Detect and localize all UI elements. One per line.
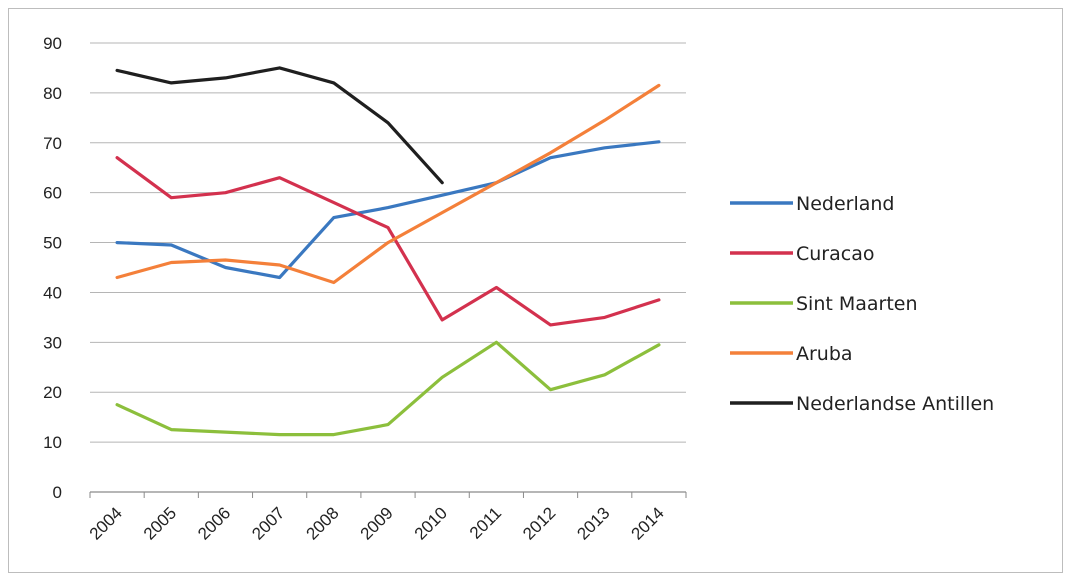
y-tick-label: 70 [43, 134, 62, 153]
y-tick-label: 60 [43, 184, 62, 203]
x-tick-label: 2006 [194, 503, 234, 543]
x-tick-label: 2005 [140, 503, 180, 543]
y-tick-label: 90 [43, 34, 62, 53]
x-tick-label: 2013 [573, 503, 613, 543]
x-tick-label: 2008 [302, 503, 342, 543]
axes: 0 10 20 30 40 50 60 70 80 90 2004 2005 2006 2007 2008 2… [43, 34, 687, 544]
legend: Nederland Curacao Sint Maarten Aruba Nederla… [730, 193, 994, 415]
y-tick-label: 30 [43, 333, 62, 352]
gridlines [90, 42, 686, 443]
legend-label: Sint Maarten [796, 293, 918, 315]
x-tick-label: 2009 [357, 503, 397, 543]
legend-label: Nederlandse Antillen [796, 393, 994, 415]
x-tick-label: 2010 [411, 503, 451, 543]
series-line-aruba [115, 83, 661, 285]
x-tick-label: 2007 [248, 503, 288, 543]
y-tick-label: 0 [53, 483, 62, 502]
series-line-nederlandse-antillen [115, 66, 444, 185]
y-tick-label: 10 [43, 433, 62, 452]
series-line-nederland [115, 140, 661, 280]
x-tick-label: 2012 [519, 503, 559, 543]
chart-frame [8, 8, 1063, 573]
x-tick-label: 2004 [86, 503, 126, 543]
x-tick-label: 2014 [628, 503, 668, 543]
y-tick-label: 50 [43, 234, 62, 253]
legend-label: Curacao [796, 243, 874, 265]
series-line-sint-maarten [115, 340, 661, 437]
y-tick-label: 80 [43, 84, 62, 103]
legend-label: Nederland [796, 193, 895, 215]
y-tick-label: 40 [43, 283, 62, 302]
x-tick-label: 2011 [466, 503, 505, 542]
y-tick-label: 20 [43, 383, 62, 402]
legend-label: Aruba [796, 343, 853, 365]
series-line-curacao [115, 156, 661, 327]
series-lines [115, 66, 661, 437]
